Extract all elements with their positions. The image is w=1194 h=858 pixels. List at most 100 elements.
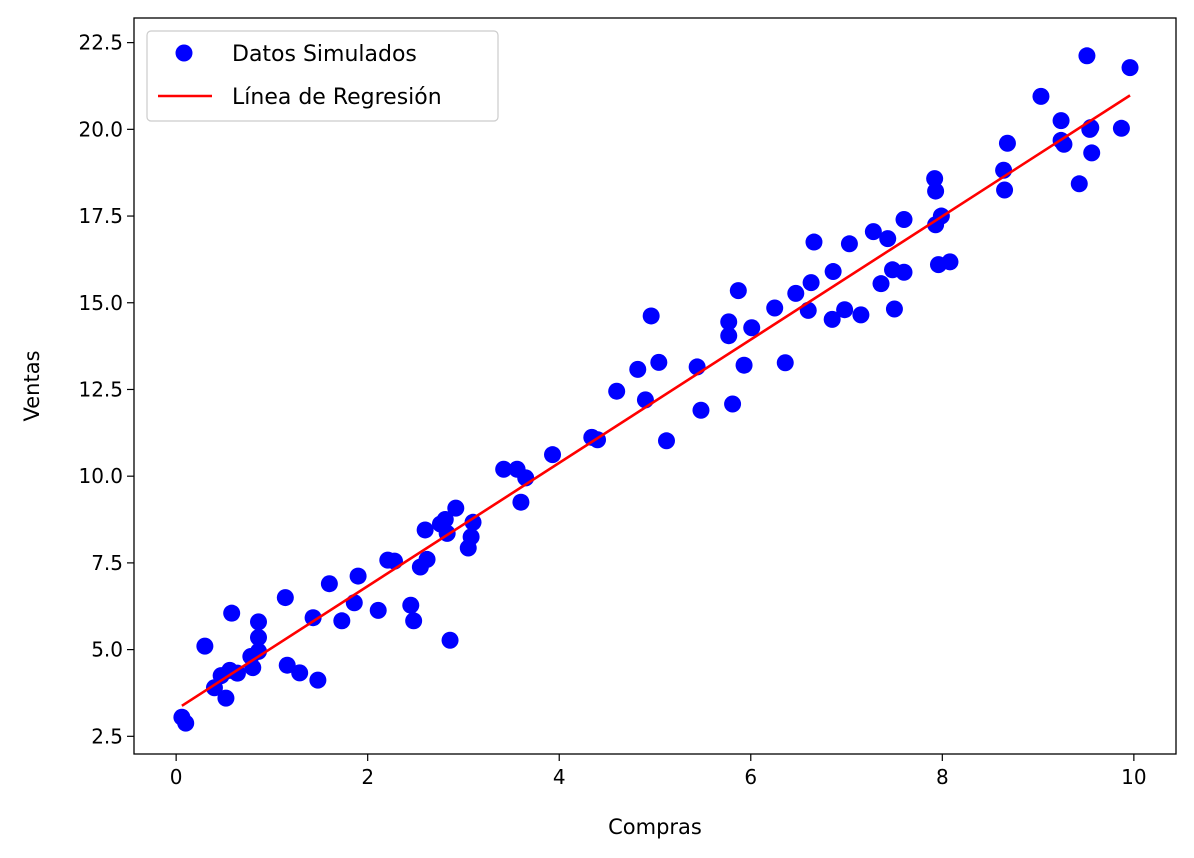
- scatter-point: [823, 310, 841, 328]
- scatter-point: [840, 235, 858, 253]
- data-layer: [173, 47, 1139, 732]
- scatter-point: [464, 513, 482, 531]
- scatter-point: [852, 306, 870, 324]
- scatter-point: [650, 353, 668, 371]
- scatter-point: [724, 395, 742, 413]
- scatter-point: [824, 263, 842, 281]
- scatter-point: [512, 493, 530, 511]
- scatter-point: [642, 307, 660, 325]
- y-tick-label: 15.0: [78, 291, 123, 315]
- x-tick-label: 4: [553, 765, 566, 789]
- scatter-point: [720, 313, 738, 331]
- scatter-point: [278, 656, 296, 674]
- scatter-point: [291, 664, 309, 682]
- x-tick-label: 2: [361, 765, 374, 789]
- scatter-point: [720, 327, 738, 345]
- scatter-point: [386, 552, 403, 570]
- scatter-point: [1052, 112, 1070, 130]
- scatter-point: [250, 642, 268, 660]
- x-tick-label: 6: [744, 765, 757, 789]
- scatter-point: [405, 612, 423, 630]
- y-tick-label: 10.0: [78, 464, 123, 488]
- scatter-point: [447, 499, 465, 517]
- scatter-point: [320, 575, 338, 593]
- scatter-point: [309, 671, 327, 689]
- y-tick-label: 22.5: [78, 31, 123, 55]
- x-axis-label: Compras: [608, 815, 702, 839]
- scatter-point: [927, 182, 945, 200]
- scatter-point: [743, 319, 761, 337]
- scatter-point: [495, 460, 513, 478]
- scatter-point: [349, 567, 367, 585]
- scatter-point: [926, 170, 944, 188]
- legend-box: [146, 30, 499, 122]
- scatter-point: [1070, 175, 1088, 193]
- scatter-point: [345, 594, 363, 612]
- scatter-point: [436, 511, 454, 529]
- y-tick-label: 5.0: [91, 638, 123, 662]
- scatter-point: [998, 134, 1016, 152]
- y-tick-label: 12.5: [78, 377, 123, 401]
- y-tick-label: 2.5: [91, 724, 123, 748]
- scatter-point: [333, 612, 351, 630]
- scatter-point: [802, 274, 820, 292]
- scatter-point: [1112, 119, 1130, 137]
- scatter-point: [416, 521, 434, 539]
- scatter-point: [217, 689, 235, 707]
- y-tick-label: 20.0: [78, 117, 123, 141]
- scatter-point: [805, 233, 823, 251]
- scatter-point: [735, 356, 753, 374]
- regression-line: [181, 94, 1131, 707]
- scatter-point: [729, 282, 747, 300]
- scatter-point: [1121, 59, 1139, 77]
- scatter-point: [787, 284, 805, 302]
- scatter-point: [836, 301, 854, 319]
- scatter-point: [544, 446, 562, 464]
- legend-entry-1: Línea de Regresión: [232, 85, 442, 110]
- scatter-point: [1078, 47, 1096, 65]
- scatter-point: [228, 664, 246, 682]
- x-tick-label: 10: [1121, 765, 1146, 789]
- scatter-point: [895, 211, 913, 229]
- scatter-point: [766, 299, 784, 317]
- axes-layer: 0 2 4 6 8 10 2.5 5.0 7.5 10.0 12.5 15.0 17.5 20.0 22.5: [78, 31, 1146, 789]
- x-tick-label: 8: [936, 765, 949, 789]
- scatter-point: [1032, 87, 1050, 105]
- scatter-point: [276, 589, 294, 607]
- plot-area: [134, 18, 1176, 754]
- scatter-point: [304, 609, 322, 627]
- legend: Datos Simulados Línea de Regresión: [146, 30, 499, 122]
- scatter-point: [462, 528, 480, 546]
- scatter-point: [418, 550, 436, 568]
- scatter-point: [441, 631, 459, 649]
- scatter-point: [250, 628, 268, 646]
- scatter-point: [196, 637, 214, 655]
- scatter-point: [996, 181, 1014, 199]
- scatter-point: [402, 596, 420, 614]
- plot-frame: [133, 17, 1177, 755]
- legend-scatter-marker: [175, 44, 193, 62]
- scatter-point: [223, 604, 241, 622]
- y-tick-label: 17.5: [78, 204, 123, 228]
- scatter-point: [657, 432, 675, 450]
- scatter-point: [941, 253, 959, 271]
- scatter-point: [872, 275, 890, 293]
- y-tick-label: 7.5: [91, 551, 123, 575]
- scatter-point: [1083, 144, 1101, 162]
- scatter-point: [864, 223, 882, 241]
- scatter-point: [250, 613, 268, 631]
- scatter-point: [895, 263, 913, 281]
- scatter-point: [369, 601, 387, 619]
- scatter-point: [692, 401, 710, 419]
- scatter-point: [799, 301, 817, 319]
- scatter-point: [776, 354, 794, 372]
- y-axis-label: Ventas: [20, 350, 44, 421]
- scatter-point: [629, 360, 647, 378]
- legend-entry-0: Datos Simulados: [232, 42, 417, 67]
- scatter-point: [885, 300, 903, 318]
- scatter-point: [608, 382, 626, 400]
- x-tick-label: 0: [170, 765, 183, 789]
- scatter-point: [177, 714, 195, 732]
- scatter-point: [879, 230, 897, 248]
